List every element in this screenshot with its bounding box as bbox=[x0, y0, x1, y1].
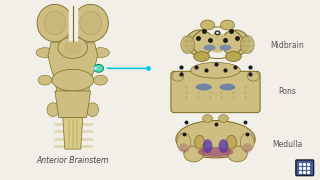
Ellipse shape bbox=[44, 11, 66, 35]
Ellipse shape bbox=[179, 143, 189, 153]
Ellipse shape bbox=[203, 115, 212, 123]
Ellipse shape bbox=[92, 66, 97, 70]
Ellipse shape bbox=[216, 32, 219, 34]
FancyBboxPatch shape bbox=[171, 71, 260, 113]
Ellipse shape bbox=[219, 115, 228, 123]
Ellipse shape bbox=[52, 69, 93, 91]
Ellipse shape bbox=[220, 45, 231, 51]
Ellipse shape bbox=[191, 62, 240, 78]
Ellipse shape bbox=[227, 135, 236, 149]
Ellipse shape bbox=[228, 146, 247, 162]
Text: Midbrain: Midbrain bbox=[270, 41, 304, 50]
Ellipse shape bbox=[221, 30, 249, 56]
Ellipse shape bbox=[64, 41, 82, 55]
Polygon shape bbox=[63, 118, 83, 149]
Polygon shape bbox=[48, 43, 98, 92]
Ellipse shape bbox=[219, 139, 228, 153]
Ellipse shape bbox=[47, 103, 59, 117]
Ellipse shape bbox=[37, 4, 73, 42]
Ellipse shape bbox=[195, 135, 204, 149]
Ellipse shape bbox=[203, 139, 212, 153]
FancyBboxPatch shape bbox=[296, 160, 314, 176]
Ellipse shape bbox=[80, 11, 101, 35]
Ellipse shape bbox=[242, 143, 252, 153]
Text: Medulla: Medulla bbox=[272, 140, 302, 149]
Text: Anterior Brainstem: Anterior Brainstem bbox=[36, 156, 109, 165]
Ellipse shape bbox=[93, 75, 108, 85]
Ellipse shape bbox=[87, 103, 99, 117]
Ellipse shape bbox=[181, 36, 195, 54]
Ellipse shape bbox=[186, 30, 213, 56]
Ellipse shape bbox=[36, 48, 54, 57]
Ellipse shape bbox=[198, 147, 233, 157]
Ellipse shape bbox=[194, 52, 210, 61]
Ellipse shape bbox=[220, 84, 235, 91]
Text: Pons: Pons bbox=[278, 87, 296, 96]
Ellipse shape bbox=[176, 121, 255, 158]
Ellipse shape bbox=[201, 20, 214, 30]
Ellipse shape bbox=[184, 146, 204, 162]
Ellipse shape bbox=[240, 36, 254, 54]
Ellipse shape bbox=[240, 133, 254, 151]
Ellipse shape bbox=[204, 45, 215, 51]
Ellipse shape bbox=[93, 64, 103, 72]
Ellipse shape bbox=[38, 75, 52, 85]
Ellipse shape bbox=[177, 133, 191, 151]
Ellipse shape bbox=[220, 20, 234, 30]
Ellipse shape bbox=[196, 84, 212, 91]
Ellipse shape bbox=[214, 30, 220, 35]
Ellipse shape bbox=[225, 52, 241, 61]
Ellipse shape bbox=[92, 48, 109, 57]
Polygon shape bbox=[55, 91, 91, 118]
Ellipse shape bbox=[58, 37, 88, 58]
Ellipse shape bbox=[172, 71, 184, 81]
Ellipse shape bbox=[73, 4, 108, 42]
Ellipse shape bbox=[207, 33, 228, 53]
Ellipse shape bbox=[247, 71, 259, 81]
